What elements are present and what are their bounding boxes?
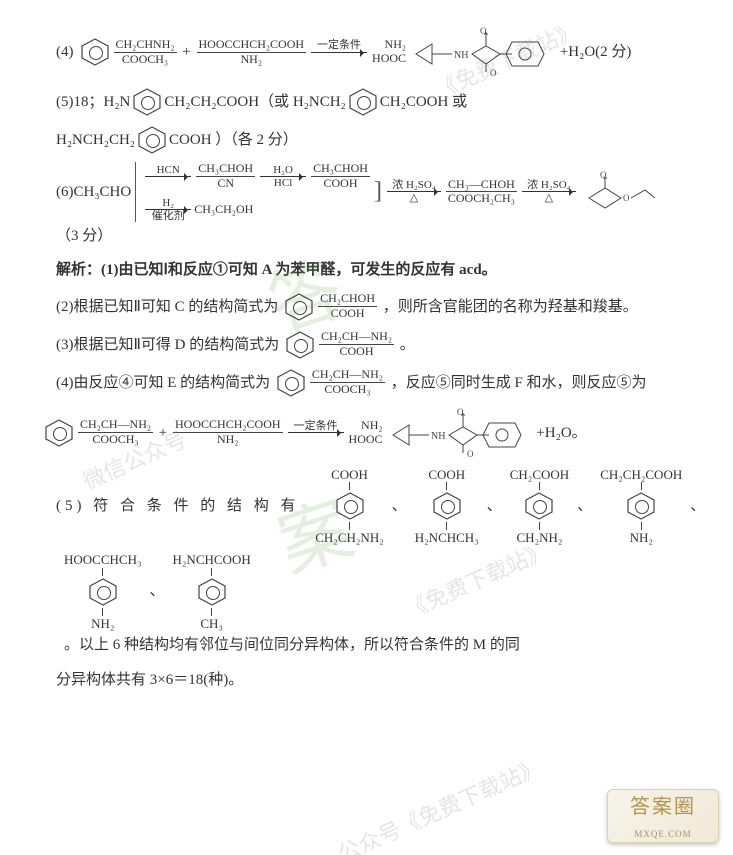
reaction-arrow: 一定条件: [288, 420, 344, 445]
benzene-icon: [277, 367, 305, 399]
amide-product-icon: NH O O: [412, 24, 552, 80]
q4-reactA: CH₂CHNH₂ COOCH₃: [114, 38, 177, 67]
analysis-4: (4)由反应④可知 E 的结构简式为 CH₂CH—NH₂ COOCH₃ ，反应⑤…: [22, 367, 711, 399]
iso-last: 分异构体共有 3×6＝18(种)。: [22, 666, 711, 695]
q6-alt-prod: CH₃CH₂OH: [194, 201, 253, 217]
analysis-1: 解析：(1)由已知Ⅰ和反应①可知 A 为苯甲醛，可发生的反应有 acd。: [22, 256, 711, 285]
q6-int3: CH₃—CHOH COOCH₂CH₃: [446, 178, 517, 207]
q6-int1: CH₃CHOH CN: [196, 162, 255, 191]
svg-text:O: O: [467, 449, 474, 459]
benzene-icon: [349, 86, 377, 118]
iso2-left: H₂NCH₂: [293, 88, 346, 117]
benzene-icon: [45, 417, 73, 449]
benzene-icon: [133, 86, 161, 118]
eqn5-reactB: HOOCCHCH₂COOH NH₂: [173, 418, 283, 447]
sep: 、: [150, 577, 165, 606]
q6-row: (6)CH₃CHO HCN CH₃CHOH CN H₂OHCl CH₃CHOH …: [22, 162, 711, 250]
sep: 、: [577, 492, 592, 521]
isomer-4: CH₂CH₂COOH NH₂: [600, 467, 682, 546]
eqn5-prod-left: NH₂ HOOC: [349, 419, 383, 447]
analysis-3: (3)根据已知Ⅱ可得 D 的结构简式为 CH₂CH—NH₂ COOH 。: [22, 329, 711, 361]
q5-label: (5)18；: [56, 88, 104, 117]
q4-reactB: HOOCCHCH₂COOH NH₂: [197, 38, 307, 67]
svg-text:O: O: [600, 170, 607, 180]
or-text: （或: [259, 88, 293, 117]
sep: 、: [487, 492, 502, 521]
reaction-arrow: HCN: [145, 164, 191, 189]
analysis-4-struct: CH₂CH—NH₂ COOCH₃: [310, 368, 385, 397]
svg-text:NH: NH: [454, 50, 468, 61]
benzene-icon: [81, 36, 109, 68]
iso-row2: HOOCCHCH₃ NH₂ 、 H₂NCHCOOH CH₃ 。以上 6 种结构均…: [22, 552, 711, 660]
iso1-right: CH₂CH₂COOH: [164, 88, 259, 117]
answer-stamp: 答案圈 MXQE.COM: [607, 789, 719, 843]
benzene-icon: [286, 329, 314, 361]
q6-route-bracket: HCN CH₃CHOH CN H₂OHCl CH₃CHOH COOH H₂催化剂…: [135, 162, 372, 222]
watermark-grey-4: 公众号《免费下载站》: [331, 747, 549, 855]
plus-sign: +: [179, 38, 195, 67]
reaction-arrow: H₂OHCl: [260, 164, 306, 189]
plus-sign: +: [155, 419, 171, 448]
q4-row: (4) CH₂CHNH₂ COOCH₃ + HOOCCHCH₂COOH NH₂ …: [22, 24, 711, 80]
q4-prod-left: NH₂ HOOC: [372, 38, 406, 66]
sep: 、: [392, 492, 407, 521]
svg-text:O: O: [490, 68, 497, 78]
reaction-arrow: 一定条件: [311, 39, 367, 64]
eqn5-reactA: CH₂CH—NH₂ COOCH₃: [78, 418, 153, 447]
q6-tail: （3 分）: [56, 222, 112, 251]
iso-row1: (5) 符 合 条 件 的 结 构 有 COOH CH₂CH₂NH₂ 、 COO…: [22, 467, 711, 546]
svg-text:O: O: [623, 193, 630, 203]
sep: 、: [690, 492, 705, 521]
q5-row1: (5)18； H₂N CH₂CH₂COOH （或 H₂NCH₂ CH₂COOH …: [22, 86, 711, 118]
reaction-arrow: 浓 H₂SO₄△: [522, 179, 576, 204]
reaction-arrow: H₂催化剂: [145, 197, 191, 222]
stamp-site: MXQE.COM: [634, 826, 691, 843]
lactone-icon: O O: [583, 170, 661, 214]
iso1-left: H₂N: [104, 88, 131, 117]
q4-tail: +H₂O(2 分): [556, 38, 631, 67]
svg-text:O: O: [480, 26, 487, 36]
analysis-2: (2)根据已知Ⅱ可知 C 的结构简式为 CH₂CHOH COOH ，则所含官能团…: [22, 291, 711, 323]
benzene-icon: [138, 124, 166, 156]
q5-close: ）（各 2 分）: [212, 126, 298, 155]
isomer-1: COOH CH₂CH₂NH₂: [315, 467, 384, 546]
benzene-icon: [285, 291, 313, 323]
q6-int2: CH₃CHOH COOH: [311, 162, 370, 191]
q6-label: (6)CH₃CHO: [56, 178, 131, 207]
close-bracket: ]: [374, 169, 382, 215]
analysis-3-struct: CH₂CH—NH₂ COOH: [319, 330, 394, 359]
q5-row2: H₂NCH₂CH₂ COOH ）（各 2 分）: [22, 124, 711, 156]
isomer-3: CH₂COOH CH₂NH₂: [510, 467, 569, 546]
iso-tail2: 。以上 6 种结构均有邻位与间位同分异构体，所以符合条件的 M 的同: [64, 631, 520, 660]
isomer-6: H₂NCHCOOH CH₃: [173, 552, 251, 631]
iso3-right: COOH: [169, 126, 212, 155]
reaction-arrow: 浓 H₂SO₄△: [387, 179, 441, 204]
isomer-2: COOH H₂NCHCH₃: [415, 467, 479, 546]
iso-lead: (5) 符 合 条 件 的 结 构 有: [56, 492, 307, 521]
isomer-5: HOOCCHCH₃ NH₂: [64, 552, 142, 631]
iso2-right: CH₂COOH: [380, 88, 449, 117]
iso3-left: H₂NCH₂CH₂: [56, 126, 135, 155]
amide-product-icon: NH O O: [389, 405, 529, 461]
eqn5-row: CH₂CH—NH₂ COOCH₃ + HOOCCHCH₂COOH NH₂ 一定条…: [22, 405, 711, 461]
stamp-title: 答案圈: [630, 788, 696, 826]
q4-label: (4): [56, 38, 74, 67]
analysis-2-struct: CH₂CHOH COOH: [318, 292, 377, 321]
eqn5-tail: +H₂O。: [533, 419, 587, 448]
svg-text:NH: NH: [431, 431, 445, 442]
svg-text:O: O: [457, 407, 464, 417]
or-text-2: 或: [448, 88, 467, 117]
